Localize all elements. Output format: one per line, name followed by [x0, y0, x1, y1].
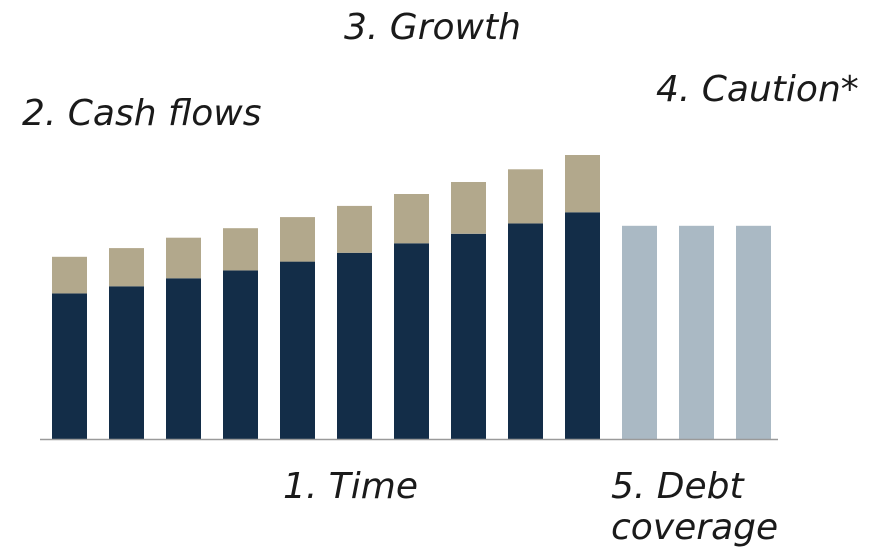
bar-top-5	[280, 217, 315, 262]
bar-top-1	[52, 256, 87, 294]
annotation-growth: 3. Growth	[344, 7, 521, 48]
bar-base-2	[109, 286, 144, 439]
bar-caution-12	[679, 225, 714, 439]
bar-base-3	[166, 278, 201, 439]
bar-caution-13	[736, 225, 771, 439]
bar-base-1	[52, 293, 87, 439]
annotation-debt-coverage: 5. Debt coverage	[611, 466, 779, 549]
bar-top-9	[508, 169, 543, 224]
bar-top-4	[223, 228, 258, 271]
bar-base-9	[508, 223, 543, 439]
bar-caution-11	[622, 225, 657, 439]
bar-top-10	[565, 155, 600, 213]
bar-top-3	[166, 237, 201, 279]
bar-top-8	[451, 182, 486, 234]
bar-base-6	[337, 252, 372, 439]
annotation-time: 1. Time	[283, 466, 418, 507]
bar-base-10	[565, 212, 600, 439]
bar-base-5	[280, 261, 315, 439]
bar-top-7	[394, 194, 429, 244]
bar-base-4	[223, 270, 258, 439]
annotation-cash-flows: 2. Cash flows	[22, 93, 262, 134]
annotation-caution: 4. Caution*	[656, 69, 859, 110]
bar-top-6	[337, 205, 372, 253]
bar-base-8	[451, 233, 486, 439]
bar-top-2	[109, 248, 144, 287]
bar-base-7	[394, 243, 429, 439]
